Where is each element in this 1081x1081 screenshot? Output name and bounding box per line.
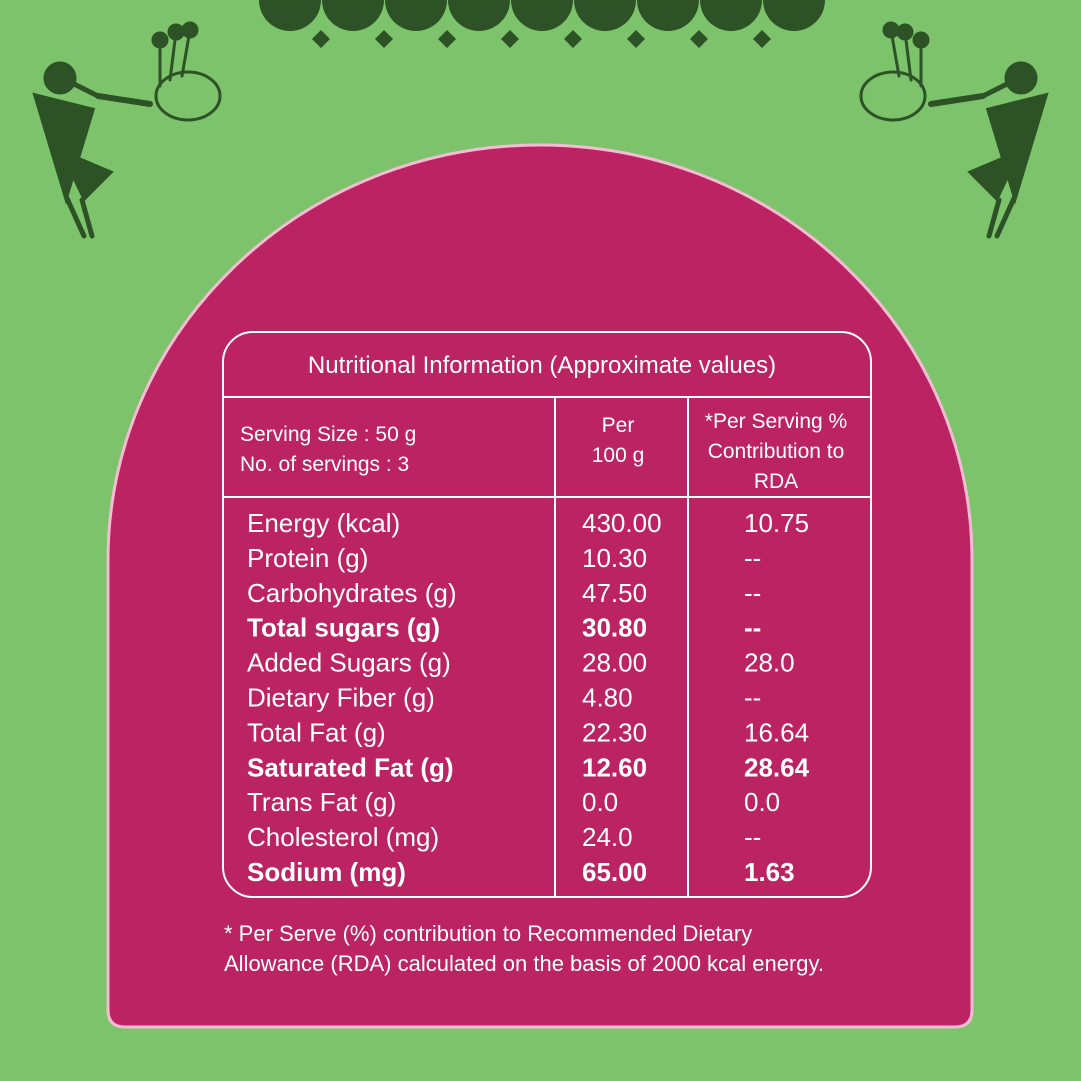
column-header: 100 g	[592, 444, 645, 467]
footnote: Allowance (RDA) calculated on the basis …	[224, 951, 824, 976]
per-100g-value: 0.0	[582, 787, 618, 817]
rda-value: --	[744, 613, 761, 643]
diamond	[438, 30, 456, 48]
per-100g-value: 24.0	[582, 822, 633, 852]
serving-info: No. of servings : 3	[240, 453, 409, 476]
top-decoration	[259, 0, 825, 48]
scallop	[322, 0, 384, 31]
scallop	[259, 0, 321, 31]
nutrient-label: Added Sugars (g)	[247, 648, 451, 678]
left-figure	[32, 21, 222, 239]
footnote: * Per Serve (%) contribution to Recommen…	[224, 921, 752, 946]
per-100g-value: 28.00	[582, 648, 647, 678]
rda-value: 0.0	[744, 787, 780, 817]
diamond	[753, 30, 771, 48]
scallop	[385, 0, 447, 31]
diamond	[312, 30, 330, 48]
nutrient-label: Dietary Fiber (g)	[247, 683, 435, 713]
scallop	[763, 0, 825, 31]
per-100g-value: 65.00	[582, 857, 647, 887]
rda-value: 10.75	[744, 508, 809, 538]
diamond	[564, 30, 582, 48]
nutrient-label: Total sugars (g)	[247, 613, 440, 643]
serving-info: Serving Size : 50 g	[240, 423, 416, 446]
scallop	[637, 0, 699, 31]
table-title: Nutritional Information (Approximate val…	[308, 352, 776, 379]
rda-value: --	[744, 822, 761, 852]
rda-value: 1.63	[744, 857, 795, 887]
per-100g-value: 22.30	[582, 717, 647, 747]
nutrient-label: Cholesterol (mg)	[247, 822, 439, 852]
diamond	[627, 30, 645, 48]
per-100g-value: 430.00	[582, 508, 662, 538]
per-100g-value: 47.50	[582, 578, 647, 608]
scallop	[511, 0, 573, 31]
rda-value: --	[744, 578, 761, 608]
diamond	[501, 30, 519, 48]
scallop	[574, 0, 636, 31]
diamond	[690, 30, 708, 48]
nutrient-label: Saturated Fat (g)	[247, 752, 454, 782]
nutrient-label: Energy (kcal)	[247, 508, 400, 538]
rda-value: --	[744, 543, 761, 573]
per-100g-value: 10.30	[582, 543, 647, 573]
per-100g-value: 4.80	[582, 683, 633, 713]
nutrient-label: Total Fat (g)	[247, 717, 386, 747]
scallop	[700, 0, 762, 31]
rda-value: --	[744, 683, 761, 713]
column-header: RDA	[754, 470, 798, 493]
column-header: Contribution to	[708, 440, 845, 463]
scallop	[448, 0, 510, 31]
arch-panel	[106, 143, 974, 1029]
nutrient-label: Trans Fat (g)	[247, 787, 396, 817]
rda-value: 28.0	[744, 648, 795, 678]
per-100g-value: 30.80	[582, 613, 647, 643]
nutrient-label: Carbohydrates (g)	[247, 578, 457, 608]
column-header: Per	[602, 414, 635, 437]
column-header: *Per Serving %	[705, 410, 847, 433]
rda-value: 28.64	[744, 752, 810, 782]
rda-value: 16.64	[744, 717, 809, 747]
table-cells: Serving Size : 50 g No. of servings : 3 Pe…	[240, 410, 847, 887]
nutrient-label: Sodium (mg)	[247, 857, 406, 887]
nutrient-label: Protein (g)	[247, 543, 368, 573]
diamond	[375, 30, 393, 48]
per-100g-value: 12.60	[582, 752, 647, 782]
table-frame	[222, 331, 872, 898]
right-figure	[859, 21, 1049, 239]
